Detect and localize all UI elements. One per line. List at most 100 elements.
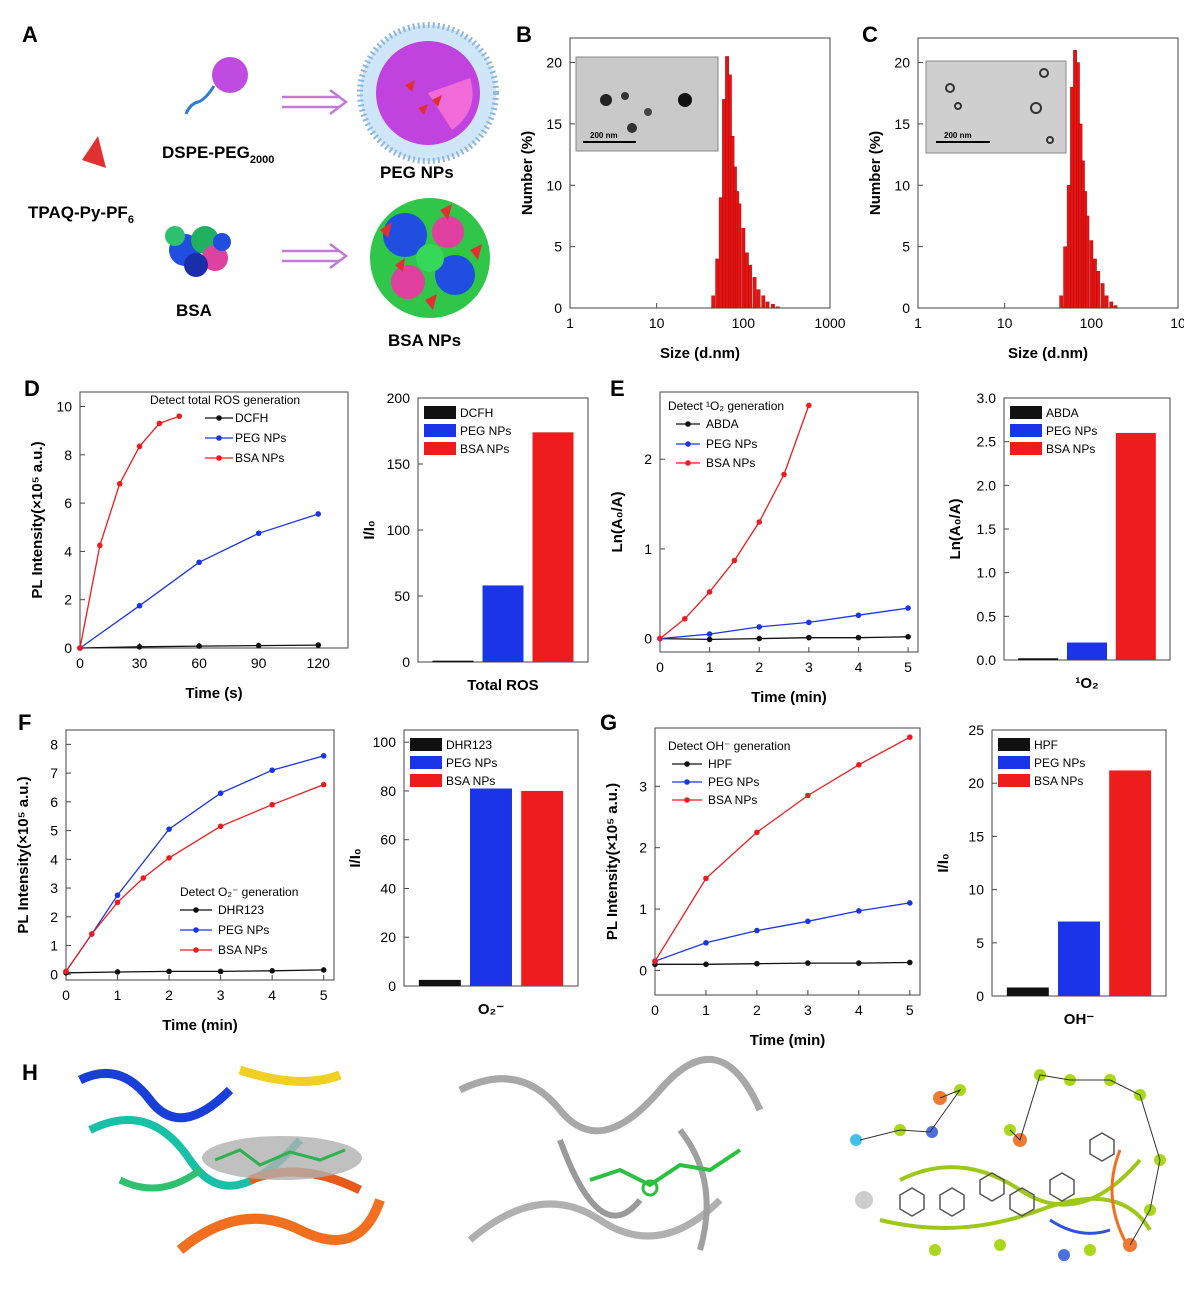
y-tick-label: 5: [554, 239, 562, 255]
y-tick-label: 7: [50, 765, 58, 781]
legend-title: Detect total ROS generation: [150, 393, 300, 407]
data-point: [176, 413, 183, 419]
legend-label: PEG NPs: [1034, 756, 1085, 770]
data-point: [806, 402, 812, 409]
x-tick-label: 10: [1170, 315, 1184, 331]
legend-swatch: [998, 756, 1030, 769]
tpaq-triangle-icon: [82, 136, 106, 168]
y-tick-label: 25: [968, 722, 984, 738]
data-point: [806, 634, 812, 641]
plot-frame: [65, 729, 335, 981]
y-tick-label: 0: [402, 654, 410, 670]
y-tick-label: 40: [380, 880, 396, 896]
tpaq-label: TPAQ-Py-PF6: [28, 203, 134, 226]
x-axis-label: Time (min): [750, 1032, 826, 1049]
data-point: [320, 967, 327, 973]
y-tick-label: 0: [644, 631, 652, 647]
panel-label-a: A: [22, 22, 38, 47]
data-point: [805, 918, 811, 925]
y-tick-label: 0.0: [977, 652, 997, 668]
data-point: [196, 643, 202, 649]
legend-marker: [685, 460, 691, 466]
y-axis-label: I/I₀: [935, 853, 952, 872]
peg-cutaway-icon: [428, 78, 473, 130]
histogram-bar: [711, 295, 716, 309]
y-tick-label: 1: [639, 901, 647, 917]
data-point: [320, 753, 327, 759]
data-point: [255, 530, 262, 537]
legend-marker: [684, 797, 690, 803]
y-axis-label: I/I₀: [347, 848, 364, 867]
x-tick-label: 10: [649, 315, 665, 331]
x-tick-label: 10: [997, 315, 1013, 331]
legend-label: PEG NPs: [446, 756, 497, 770]
x-tick-label: 120: [307, 655, 331, 671]
legend-marker: [193, 947, 199, 953]
y-tick-label: 3: [50, 880, 58, 896]
x-tick-label: 2: [753, 1002, 761, 1018]
data-point: [217, 968, 224, 975]
histogram-bar: [741, 228, 746, 309]
y-tick-label: 2: [64, 592, 72, 608]
data-point: [756, 519, 763, 525]
legend-label: BSA NPs: [708, 793, 757, 807]
data-point: [116, 480, 123, 487]
histogram-bar: [744, 252, 749, 309]
histogram-bar: [1104, 295, 1109, 309]
histogram-bar: [765, 301, 770, 309]
arrow-icon: [282, 89, 349, 115]
y-tick-label: 10: [546, 177, 562, 193]
y-tick-label: 20: [546, 55, 562, 71]
legend-label: DCFH: [460, 406, 493, 420]
data-point: [805, 960, 811, 966]
total-ros-kinetics-chart: 0 2 4 6 8 10 0 30 60 90 120 Detect total ROS genera…: [29, 391, 349, 702]
y-tick-label: 0: [388, 978, 396, 994]
docking-ribbon-image: [70, 1064, 390, 1268]
bar: [1066, 642, 1108, 660]
plot-frame: [917, 37, 1179, 309]
data-point: [255, 642, 262, 649]
legend-label: BSA NPs: [706, 456, 755, 470]
x-tick-label: 4: [855, 1002, 863, 1018]
data-point: [805, 792, 811, 799]
legend-label: ABDA: [1046, 406, 1079, 420]
x-axis-label: Time (s): [185, 685, 242, 702]
y-tick-label: 100: [387, 522, 411, 538]
histogram-bar: [715, 258, 720, 309]
data-point: [166, 826, 172, 832]
histogram-bar: [1085, 215, 1090, 309]
x-axis-label: Total ROS: [467, 677, 538, 694]
panel-label-h: H: [22, 1060, 38, 1085]
data-point: [756, 624, 763, 630]
data-point: [315, 642, 322, 648]
legend-label: PEG NPs: [1046, 424, 1097, 438]
y-tick-label: 3: [639, 778, 647, 794]
data-point: [140, 875, 147, 881]
x-tick-label: 5: [904, 659, 912, 675]
data-point: [905, 605, 911, 611]
series-line: [655, 961, 910, 965]
legend-label: ABDA: [706, 417, 739, 431]
x-tick-label: 1000: [814, 315, 845, 331]
legend-label: PEG NPs: [708, 775, 759, 789]
x-tick-label: 2: [755, 659, 763, 675]
bar: [1115, 432, 1156, 660]
legend-swatch: [424, 424, 456, 437]
y-tick-label: 10: [56, 398, 72, 414]
data-point: [706, 589, 713, 595]
data-point: [682, 616, 688, 622]
data-point: [756, 635, 763, 642]
y-tick-label: 5: [50, 823, 58, 839]
dye-icon: [432, 95, 442, 107]
y-tick-label: 15: [894, 116, 910, 132]
hydroxyl-kinetics-chart: 0 1 2 3 0 1 2 3 4 5 Detect OH⁻ generation HPF PEG NP…: [604, 727, 921, 1049]
legend-label: PEG NPs: [218, 923, 269, 937]
y-tick-label: 2: [50, 909, 58, 925]
y-tick-label: 1: [50, 938, 58, 954]
series-line: [79, 415, 180, 649]
legend-swatch: [1010, 424, 1042, 437]
panel-label-b: B: [516, 22, 532, 47]
schematic-panel: DSPE-PEG2000 PEG NPs TPAQ-Py-PF6 BSA BSA…: [28, 22, 499, 350]
data-point: [77, 645, 83, 651]
data-point: [63, 968, 69, 975]
